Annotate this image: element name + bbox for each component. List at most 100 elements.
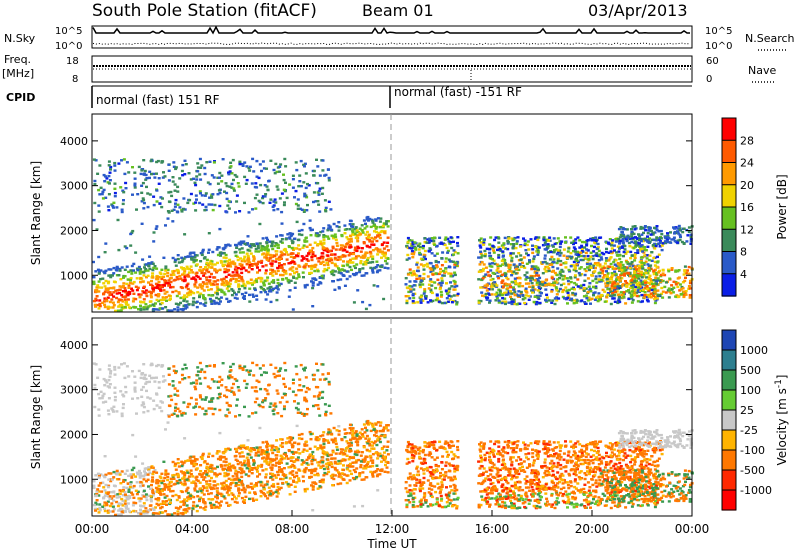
data-cell <box>423 264 427 267</box>
data-cell <box>450 285 454 288</box>
data-cell <box>659 244 662 248</box>
data-cell <box>370 243 374 246</box>
data-cell <box>658 269 661 273</box>
data-cell <box>132 496 136 499</box>
data-cell <box>183 275 187 279</box>
data-cell <box>368 217 372 221</box>
data-cell <box>538 287 542 291</box>
data-cell <box>519 292 523 296</box>
data-cell <box>127 171 131 174</box>
data-cell <box>199 470 203 473</box>
data-cell <box>551 299 555 302</box>
data-cell <box>524 282 528 285</box>
data-cell <box>288 237 292 240</box>
data-cell <box>629 257 633 260</box>
data-cell <box>374 247 378 251</box>
data-cell <box>275 439 279 442</box>
data-cell <box>556 237 560 240</box>
data-cell <box>140 474 144 478</box>
data-cell <box>566 296 570 299</box>
data-cell <box>271 255 275 258</box>
data-cell <box>205 258 209 262</box>
data-cell <box>151 303 155 306</box>
data-cell <box>259 484 263 487</box>
data-cell <box>120 286 124 289</box>
data-cell <box>335 429 339 432</box>
data-cell <box>200 491 204 494</box>
data-cell <box>265 185 269 188</box>
data-cell <box>176 474 180 478</box>
data-cell <box>629 250 633 254</box>
data-cell <box>109 478 113 481</box>
data-cell <box>127 474 131 478</box>
data-cell <box>236 470 240 474</box>
data-cell <box>144 178 148 181</box>
data-cell <box>124 187 128 190</box>
data-cell <box>211 454 215 458</box>
data-cell <box>202 493 206 496</box>
data-cell <box>684 271 688 275</box>
data-cell <box>271 492 275 496</box>
data-cell <box>678 228 682 232</box>
data-cell <box>530 275 533 278</box>
data-cell <box>255 298 259 301</box>
data-cell <box>550 301 554 304</box>
data-cell <box>229 278 233 281</box>
data-cell <box>164 279 168 283</box>
data-cell <box>330 234 334 237</box>
data-cell <box>142 495 146 498</box>
data-cell <box>406 236 410 240</box>
cpid-label: CPID <box>6 91 35 104</box>
data-cell <box>489 254 493 258</box>
data-cell <box>161 296 165 299</box>
data-cell <box>296 198 300 201</box>
data-cell <box>636 289 640 292</box>
data-cell <box>477 301 481 304</box>
data-cell <box>513 293 517 297</box>
data-cell <box>289 465 293 469</box>
data-cell <box>618 279 622 282</box>
data-cell <box>555 299 559 302</box>
data-cell <box>585 244 589 247</box>
data-cell <box>327 224 331 227</box>
data-cell <box>626 250 630 253</box>
data-cell <box>501 279 505 282</box>
data-cell <box>193 487 197 490</box>
data-cell <box>275 298 279 302</box>
data-cell <box>157 280 161 284</box>
data-cell <box>502 242 506 245</box>
data-cell <box>492 259 496 262</box>
data-cell <box>137 293 141 296</box>
data-cell <box>550 263 554 266</box>
data-cell <box>364 307 368 311</box>
data-cell <box>616 245 620 248</box>
data-cell <box>94 474 98 477</box>
data-cell <box>135 471 139 474</box>
data-cell <box>528 259 531 262</box>
data-cell <box>345 474 349 477</box>
data-cell <box>154 506 157 509</box>
data-cell <box>588 298 592 301</box>
data-cell <box>349 438 352 441</box>
data-cell <box>452 240 455 243</box>
data-cell <box>543 248 547 251</box>
data-cell <box>591 238 595 242</box>
data-cell <box>178 177 182 180</box>
data-cell <box>558 254 562 257</box>
data-cell <box>507 264 511 267</box>
data-cell <box>125 469 129 472</box>
data-cell <box>585 262 589 266</box>
data-cell <box>532 265 536 268</box>
data-cell <box>274 272 278 275</box>
data-cell <box>289 255 293 258</box>
data-cell <box>283 201 286 204</box>
data-cell <box>527 282 531 285</box>
data-cell <box>322 242 326 245</box>
nsky-series-line <box>92 25 690 35</box>
data-cell <box>647 289 651 292</box>
data-cell <box>311 281 315 284</box>
data-cell <box>330 228 334 232</box>
data-cell <box>125 282 129 286</box>
data-cell <box>412 251 416 254</box>
data-cell <box>236 258 240 262</box>
